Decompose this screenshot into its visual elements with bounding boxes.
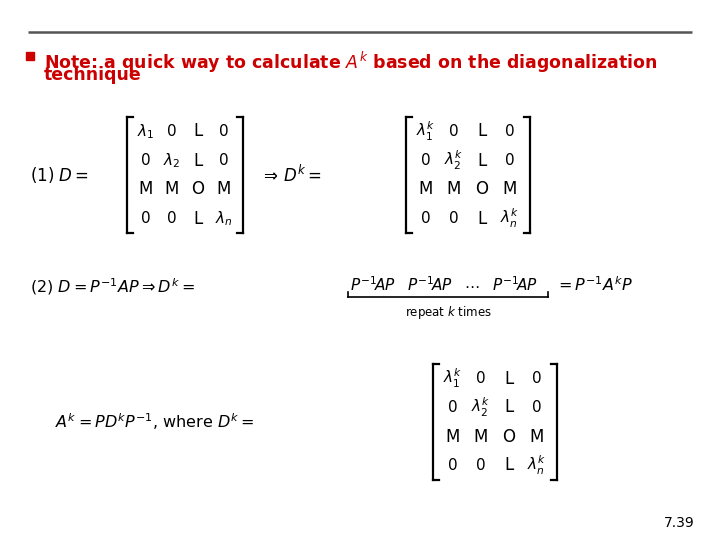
Text: 0: 0 [449, 124, 459, 139]
Text: $A^k = PD^kP^{-1}$, where $D^k=$: $A^k = PD^kP^{-1}$, where $D^k=$ [55, 411, 254, 433]
Text: 0: 0 [532, 371, 542, 386]
Text: 0: 0 [505, 124, 515, 139]
Text: 0: 0 [167, 124, 177, 139]
Text: $P^{-1}\!AP$: $P^{-1}\!AP$ [407, 275, 453, 294]
Text: (2) $D = P^{-1}AP \Rightarrow D^k = $: (2) $D = P^{-1}AP \Rightarrow D^k = $ [30, 276, 195, 298]
Text: technique: technique [44, 66, 142, 84]
Text: 0: 0 [505, 153, 515, 168]
Text: M: M [446, 428, 460, 445]
Text: $\lambda_2$: $\lambda_2$ [163, 151, 181, 170]
Text: 0: 0 [476, 371, 486, 386]
Text: M: M [139, 180, 153, 199]
Text: $= P^{-1}A^k P$: $= P^{-1}A^k P$ [555, 275, 633, 294]
Text: $P^{-1}\!AP$: $P^{-1}\!AP$ [350, 275, 396, 294]
Text: 0: 0 [141, 153, 150, 168]
Text: O: O [503, 428, 516, 445]
Text: 0: 0 [219, 124, 229, 139]
Text: L: L [505, 369, 513, 388]
Text: M: M [474, 428, 488, 445]
Text: $\lambda_n^k$: $\lambda_n^k$ [527, 454, 546, 477]
Text: 0: 0 [141, 211, 150, 226]
Text: $\lambda_n^k$: $\lambda_n^k$ [500, 207, 520, 230]
Text: $\cdots$: $\cdots$ [464, 278, 480, 293]
Text: 0: 0 [219, 153, 229, 168]
Text: 0: 0 [449, 211, 459, 226]
Text: 0: 0 [476, 458, 486, 473]
Text: $\lambda_2^k$: $\lambda_2^k$ [444, 149, 464, 172]
Text: M: M [447, 180, 462, 199]
Text: M: M [217, 180, 231, 199]
Text: 0: 0 [421, 211, 431, 226]
Text: M: M [419, 180, 433, 199]
Text: $\lambda_1^k$: $\lambda_1^k$ [416, 120, 436, 143]
Text: repeat $k$ times: repeat $k$ times [405, 304, 492, 321]
Text: L: L [194, 123, 202, 140]
Text: M: M [503, 180, 517, 199]
Text: L: L [477, 210, 487, 227]
Text: L: L [505, 456, 513, 475]
Text: M: M [530, 428, 544, 445]
Text: $\lambda_2^k$: $\lambda_2^k$ [472, 396, 490, 419]
Text: M: M [165, 180, 179, 199]
Text: $\lambda_n$: $\lambda_n$ [215, 209, 233, 228]
Text: $\Rightarrow\,D^k=$: $\Rightarrow\,D^k=$ [260, 164, 322, 186]
Text: 0: 0 [448, 458, 458, 473]
Text: 0: 0 [167, 211, 177, 226]
Text: 0: 0 [421, 153, 431, 168]
Text: 0: 0 [448, 400, 458, 415]
Text: $P^{-1}\!AP$: $P^{-1}\!AP$ [492, 275, 538, 294]
Text: 0: 0 [532, 400, 542, 415]
Text: L: L [477, 152, 487, 170]
Text: L: L [505, 399, 513, 416]
Text: $\lambda_1^k$: $\lambda_1^k$ [444, 367, 463, 390]
Text: L: L [477, 123, 487, 140]
Text: Note: a quick way to calculate $A^k$ based on the diagonalization: Note: a quick way to calculate $A^k$ bas… [44, 50, 658, 75]
Text: O: O [192, 180, 204, 199]
Text: $\lambda_1$: $\lambda_1$ [138, 122, 155, 141]
Text: 7.39: 7.39 [665, 516, 695, 530]
Text: L: L [194, 152, 202, 170]
Text: (1) $D=$: (1) $D=$ [30, 165, 89, 185]
Text: L: L [194, 210, 202, 227]
Text: O: O [475, 180, 488, 199]
